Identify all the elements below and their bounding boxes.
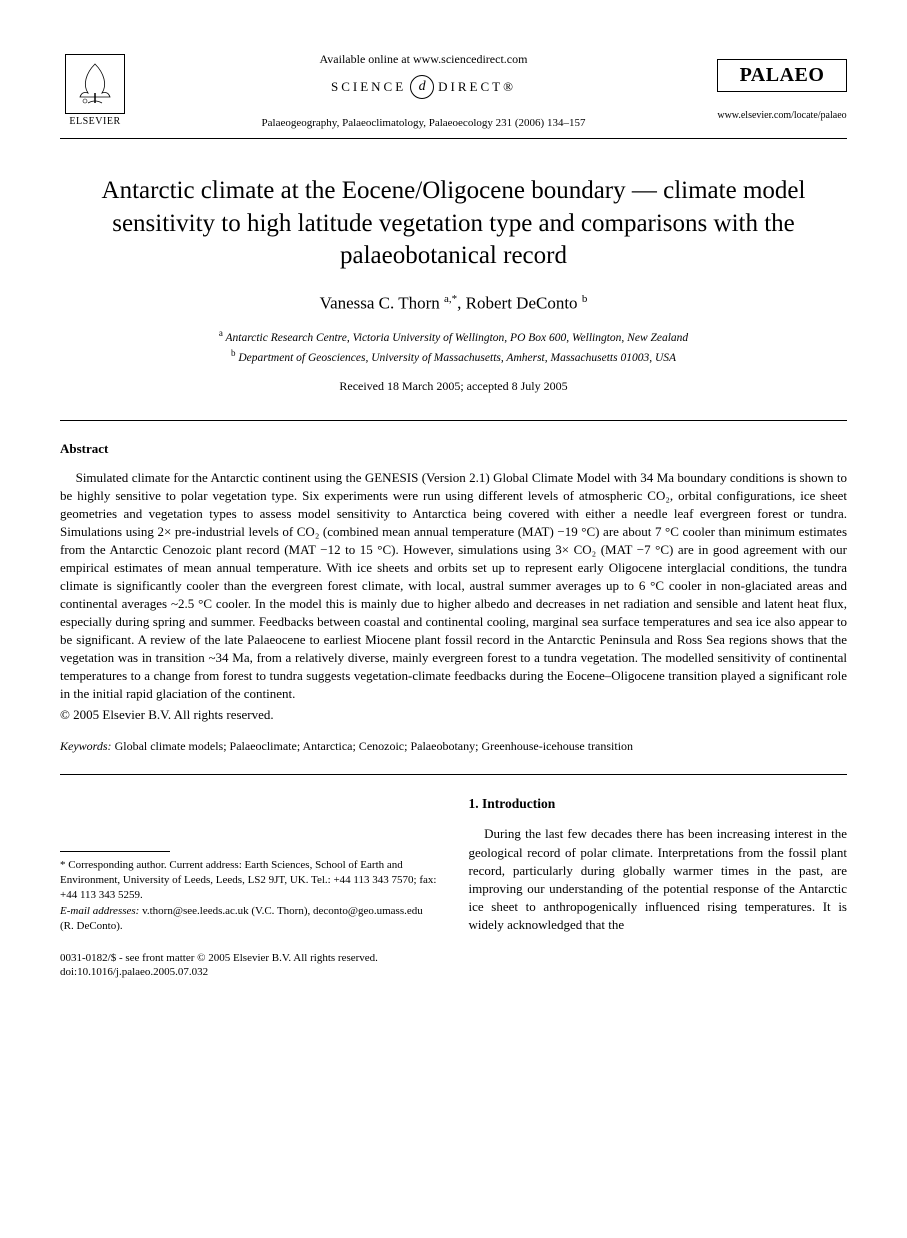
issn-line: 0031-0182/$ - see front matter © 2005 El… — [60, 951, 847, 965]
email-label: E-mail addresses: — [60, 905, 139, 917]
available-online-text: Available online at www.sciencedirect.co… — [130, 52, 717, 67]
bottom-matter: 0031-0182/$ - see front matter © 2005 El… — [60, 951, 847, 980]
elsevier-logo: ELSEVIER — [60, 50, 130, 130]
authors-line: Vanessa C. Thorn a,*, Robert DeConto b — [60, 293, 847, 314]
elsevier-label: ELSEVIER — [69, 116, 120, 127]
left-column: * Corresponding author. Current address:… — [60, 795, 439, 935]
journal-page: ELSEVIER Available online at www.science… — [0, 0, 907, 1019]
sd-left: SCIENCE — [331, 79, 406, 95]
header-rule — [60, 138, 847, 139]
two-column-body: * Corresponding author. Current address:… — [60, 795, 847, 935]
center-header: Available online at www.sciencedirect.co… — [130, 52, 717, 129]
keywords-text: Global climate models; Palaeoclimate; An… — [112, 739, 634, 753]
abstract-text: Simulated climate for the Antarctic cont… — [60, 469, 847, 702]
sd-d-icon: d — [410, 75, 434, 99]
email-footnote: E-mail addresses: v.thorn@see.leeds.ac.u… — [60, 904, 439, 935]
journal-reference: Palaeogeography, Palaeoclimatology, Pala… — [130, 117, 717, 129]
right-column: 1. Introduction During the last few deca… — [469, 795, 848, 935]
abstract-bottom-rule — [60, 774, 847, 775]
affiliation-a: a Antarctic Research Centre, Victoria Un… — [60, 327, 847, 347]
palaeo-url: www.elsevier.com/locate/palaeo — [717, 110, 847, 121]
corresponding-author-footnote: * Corresponding author. Current address:… — [60, 858, 439, 904]
copyright-line: © 2005 Elsevier B.V. All rights reserved… — [60, 707, 847, 723]
abstract-heading: Abstract — [60, 441, 847, 457]
science-direct-logo: SCIENCE d DIRECT® — [130, 75, 717, 99]
tree-icon — [70, 59, 120, 109]
palaeo-logo-text: PALAEO — [717, 59, 847, 92]
article-title: Antarctic climate at the Eocene/Oligocen… — [60, 175, 847, 273]
palaeo-logo-block: PALAEO www.elsevier.com/locate/palaeo — [717, 59, 847, 121]
doi-line: doi:10.1016/j.palaeo.2005.07.032 — [60, 965, 847, 979]
keywords-line: Keywords: Global climate models; Palaeoc… — [60, 739, 847, 754]
footnote-rule — [60, 851, 170, 852]
introduction-text: During the last few decades there has be… — [469, 825, 848, 934]
abstract-top-rule — [60, 420, 847, 421]
introduction-heading: 1. Introduction — [469, 795, 848, 814]
article-dates: Received 18 March 2005; accepted 8 July … — [60, 379, 847, 394]
keywords-label: Keywords: — [60, 739, 112, 753]
header-row: ELSEVIER Available online at www.science… — [60, 50, 847, 130]
sd-right: DIRECT® — [438, 79, 516, 95]
affiliations: a Antarctic Research Centre, Victoria Un… — [60, 327, 847, 367]
affiliation-b: b Department of Geosciences, University … — [60, 347, 847, 367]
elsevier-tree-icon — [65, 54, 125, 114]
